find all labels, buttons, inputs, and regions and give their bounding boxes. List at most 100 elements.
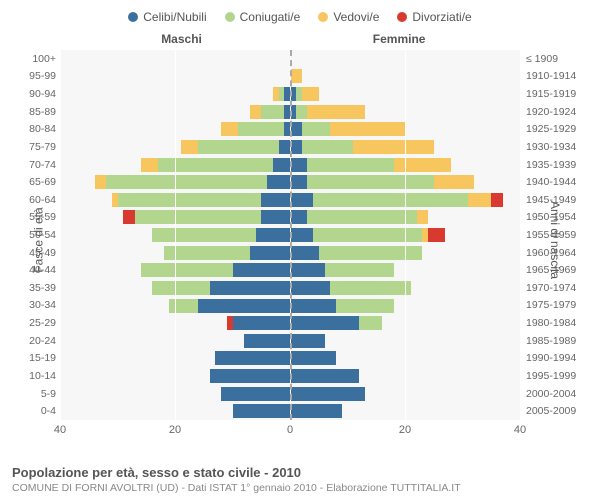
age-label: 60-64 [4,194,56,206]
bar-segment [307,175,434,189]
bar-segment [221,387,290,401]
bar-segment [267,175,290,189]
bar-right [290,122,405,136]
legend-swatch [318,12,328,22]
age-label: 30-34 [4,299,56,311]
age-label: 55-59 [4,211,56,223]
bar-right [290,87,319,101]
bar-segment [290,228,313,242]
bar-segment [307,105,365,119]
bar-segment [330,281,411,295]
chart-footer: Popolazione per età, sesso e stato civil… [12,465,461,494]
bar-right [290,140,434,154]
bar-segment [359,316,382,330]
bar-segment [302,140,354,154]
chart-subtitle: COMUNE DI FORNI AVOLTRI (UD) - Dati ISTA… [12,482,461,494]
age-label: 70-74 [4,159,56,171]
legend-swatch [225,12,235,22]
bar-segment [296,105,308,119]
bar-segment [106,175,267,189]
age-label: 35-39 [4,282,56,294]
bar-segment [307,158,393,172]
bar-segment [273,158,290,172]
bar-segment [290,351,336,365]
bar-segment [290,210,307,224]
x-tick-label: 40 [54,424,66,436]
bar-segment [353,140,434,154]
bar-segment [221,122,238,136]
bar-segment [468,193,491,207]
bar-left [152,228,290,242]
birth-label: 1945-1949 [526,194,598,206]
bar-segment [118,193,262,207]
bar-segment [319,246,423,260]
birth-label: 1940-1944 [526,176,598,188]
bar-segment [428,228,445,242]
bar-left [95,175,291,189]
x-tick-label: 20 [399,424,411,436]
bar-left [221,122,290,136]
bar-segment [233,316,291,330]
birth-label: 1935-1939 [526,159,598,171]
legend-item: Divorziati/e [397,10,471,24]
age-label: 40-44 [4,264,56,276]
x-tick-label: 20 [169,424,181,436]
legend-label: Celibi/Nubili [143,10,206,24]
bar-left [169,299,290,313]
birth-label: ≤ 1909 [526,53,598,65]
bar-segment [152,228,256,242]
bar-left [112,193,290,207]
bar-segment [95,175,107,189]
bar-segment [290,316,359,330]
age-label: 15-19 [4,352,56,364]
bar-segment [152,281,210,295]
legend-label: Vedovi/e [333,10,379,24]
birth-label: 2005-2009 [526,405,598,417]
gridline [175,50,176,420]
bar-segment [135,210,262,224]
x-tick-label: 0 [287,424,293,436]
bar-right [290,281,411,295]
bar-segment [123,210,135,224]
bar-segment [290,299,336,313]
bar-right [290,404,342,418]
bar-left [210,369,291,383]
bar-segment [290,263,325,277]
legend-item: Coniugati/e [225,10,301,24]
birth-label: 1915-1919 [526,88,598,100]
bar-segment [290,404,342,418]
bar-segment [307,210,416,224]
birth-label: 1970-1974 [526,282,598,294]
bar-right [290,158,451,172]
age-label: 25-29 [4,317,56,329]
bar-right [290,316,382,330]
bar-segment [261,193,290,207]
bar-right [290,387,365,401]
bar-left [250,105,290,119]
birth-label: 1930-1934 [526,141,598,153]
bar-segment [491,193,503,207]
bar-segment [233,404,291,418]
bar-segment [210,369,291,383]
age-label: 20-24 [4,335,56,347]
bar-left [164,246,291,260]
bar-segment [290,369,359,383]
age-label: 75-79 [4,141,56,153]
bar-segment [325,263,394,277]
bar-segment [233,263,291,277]
x-tick-label: 40 [514,424,526,436]
bar-left [233,404,291,418]
bar-left [152,281,290,295]
bar-segment [302,87,319,101]
age-label: 50-54 [4,229,56,241]
age-label: 90-94 [4,88,56,100]
bar-right [290,263,394,277]
bar-segment [279,140,291,154]
birth-label: 1965-1969 [526,264,598,276]
bar-right [290,334,325,348]
bar-left [244,334,290,348]
bar-right [290,369,359,383]
birth-label: 1950-1954 [526,211,598,223]
gridline [405,50,406,420]
birth-label: 1990-1994 [526,352,598,364]
